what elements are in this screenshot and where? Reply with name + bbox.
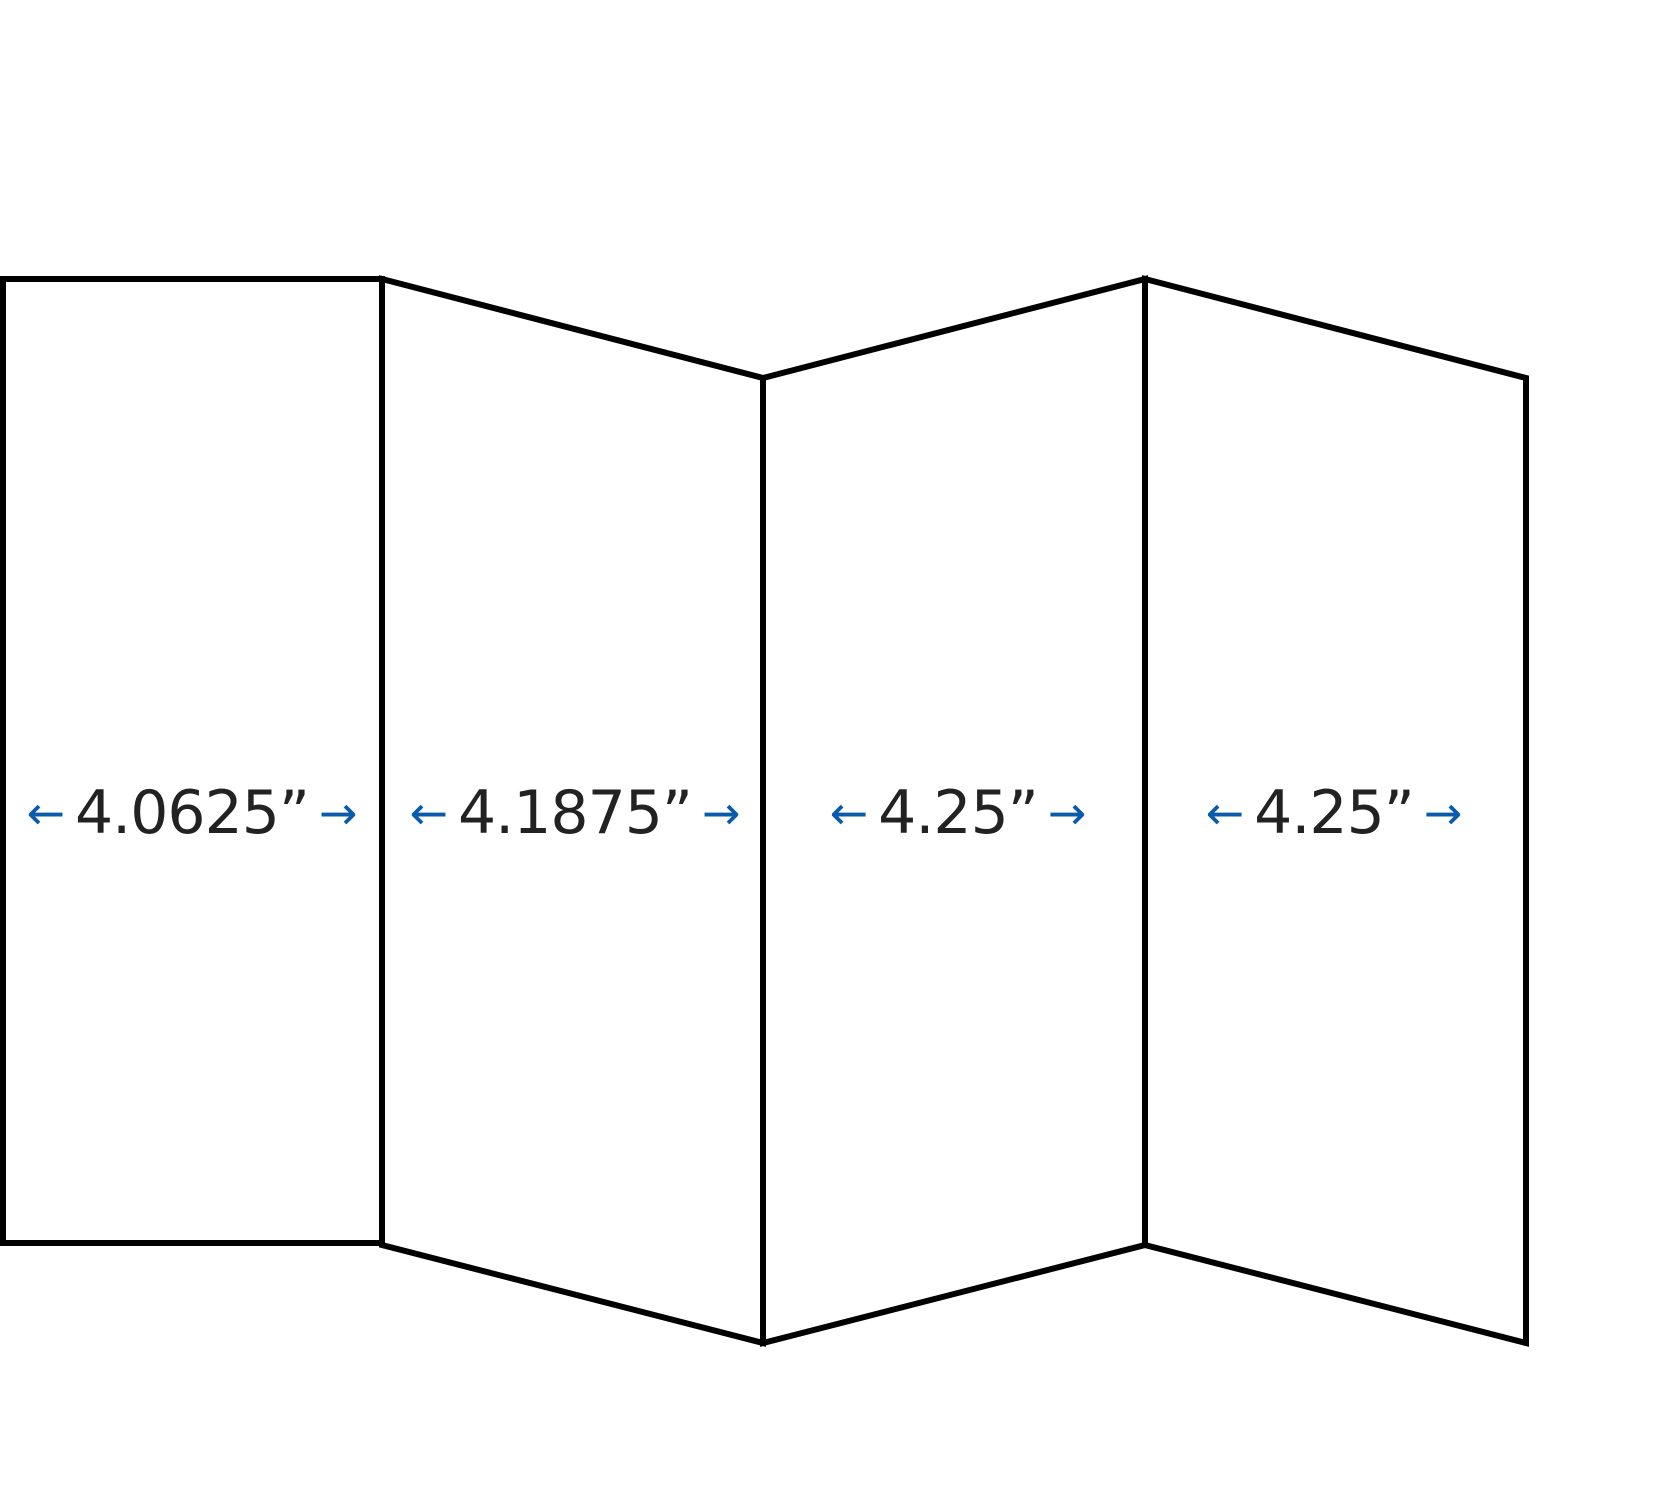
panel-4-width: 4.25” (1254, 778, 1415, 848)
arrow-right-icon: → (1423, 786, 1463, 840)
arrow-right-icon: → (1047, 786, 1087, 840)
panel-2-width: 4.1875” (457, 778, 693, 848)
panel-1-outline (0, 276, 385, 1246)
panel-4-dimension: ← 4.25” → (1206, 776, 1463, 850)
panel-4-outline (1142, 275, 1529, 1347)
arrow-left-icon: ← (1205, 786, 1245, 840)
panel-1-dimension: ← 4.0625” → (26, 776, 357, 850)
arrow-left-icon: ← (26, 786, 65, 840)
arrow-left-icon: ← (829, 786, 869, 840)
arrow-right-icon: → (319, 786, 358, 840)
panel-3-dimension: ← 4.25” → (830, 776, 1087, 850)
arrow-right-icon: → (702, 786, 741, 840)
panel-3-width: 4.25” (878, 778, 1039, 848)
panel-1-width: 4.0625” (74, 778, 310, 848)
panel-2-dimension: ← 4.1875” → (409, 776, 740, 850)
arrow-left-icon: ← (409, 786, 448, 840)
